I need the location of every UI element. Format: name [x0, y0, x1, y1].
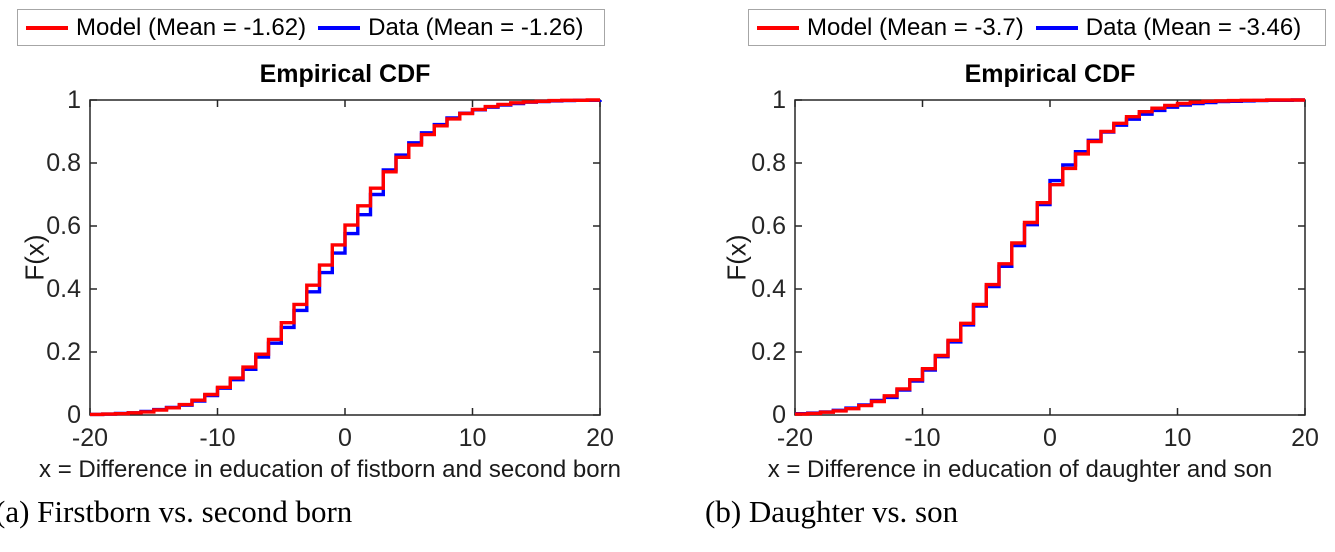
model-curve — [90, 98, 600, 417]
plot-title-a: Empirical CDF — [259, 60, 431, 88]
y-tick-label: 0.4 — [751, 275, 786, 303]
y-tick-label: 1 — [67, 86, 81, 114]
axis-box — [89, 99, 601, 416]
data-line-icon — [1035, 25, 1078, 30]
y-tick-label: 0.8 — [46, 149, 81, 177]
legend-label-data-a: Data (Mean = -1.26) — [368, 13, 584, 41]
x-axis-label-b: x = Difference in education of daughter … — [767, 456, 1273, 483]
model-line-icon — [26, 25, 68, 30]
legend-label-data-b: Data (Mean = -3.46) — [1085, 13, 1302, 41]
axis-box — [794, 99, 1306, 416]
model-line-icon — [757, 25, 799, 30]
y-tick-label: 0 — [772, 401, 786, 429]
y-tick-label: 0.2 — [751, 338, 786, 366]
x-tick-label: 0 — [338, 424, 352, 452]
x-tick-label: 20 — [586, 424, 614, 452]
y-tick-label: 0.2 — [46, 338, 81, 366]
x-tick-label: 10 — [459, 424, 487, 452]
x-axis-label-a: x = Difference in education of fistborn … — [39, 456, 621, 483]
y-tick-label: 0.6 — [46, 212, 81, 240]
legend-entry-data-b: Data (Mean = -3.46) — [1035, 13, 1302, 42]
cdf-plot-b: -20 -10 0 10 20 0 0.2 0.4 0.6 0.8 1 — [751, 86, 1319, 452]
legend-label-model-b: Model (Mean = -3.7) — [807, 13, 1024, 41]
legend-entry-data-a: Data (Mean = -1.26) — [318, 13, 584, 42]
legend-label-model-a: Model (Mean = -1.62) — [76, 13, 307, 41]
plot-title-b: Empirical CDF — [964, 60, 1136, 88]
x-tick-label: -10 — [199, 424, 235, 452]
data-curve — [90, 98, 602, 417]
y-tick-label: 1 — [772, 86, 786, 114]
x-tick-label: -20 — [72, 424, 108, 452]
cdf-plot-a: -20 -10 0 10 20 0 0.2 0.4 0.6 0.8 1 — [46, 86, 614, 452]
y-tick-label: 0.8 — [751, 149, 786, 177]
legend-entry-model-a: Model (Mean = -1.62) — [26, 14, 306, 42]
legend-panel-a: Model (Mean = -1.62) Data (Mean = -1.26) — [17, 9, 605, 46]
data-curve — [795, 98, 1305, 416]
x-tick-label: -10 — [904, 424, 940, 452]
y-tick-label: 0.6 — [751, 212, 786, 240]
model-curve — [795, 98, 1305, 416]
x-tick-label: 0 — [1043, 424, 1057, 452]
legend-panel-b: Model (Mean = -3.7) Data (Mean = -3.46) — [748, 9, 1326, 46]
x-tick-label: 20 — [1291, 424, 1319, 452]
data-line-icon — [318, 25, 361, 30]
y-tick-label: 0.4 — [46, 275, 81, 303]
legend-entry-model-b: Model (Mean = -3.7) — [757, 14, 1024, 42]
x-tick-label: -20 — [777, 424, 813, 452]
caption-b: (b) Daughter vs. son — [705, 494, 959, 529]
caption-a: (a) Firstborn vs. second born — [0, 494, 353, 529]
x-tick-label: 10 — [1164, 424, 1192, 452]
y-tick-label: 0 — [67, 401, 81, 429]
